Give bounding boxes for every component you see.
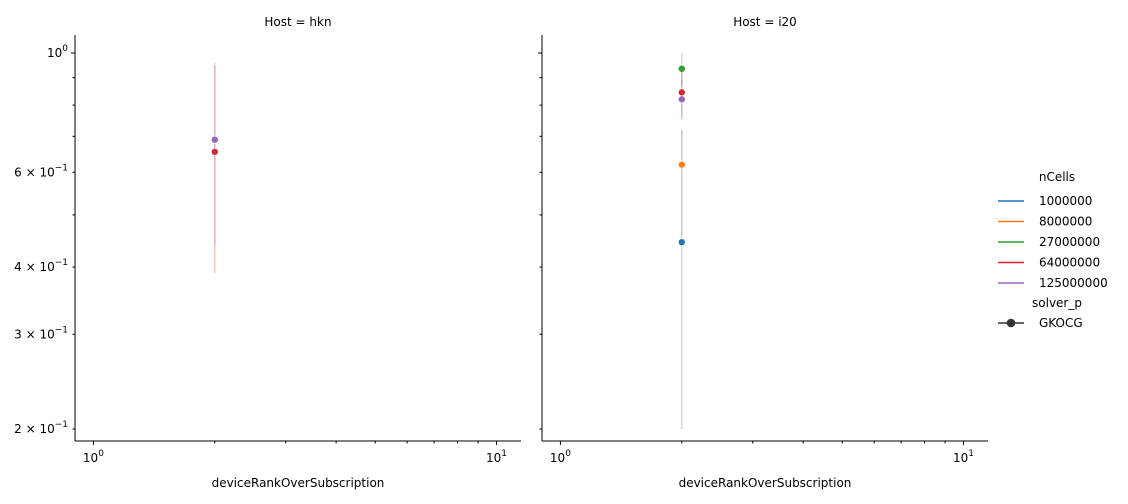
panel-hkn: Host = hkn deviceRankOverSubscription 10… [14, 15, 521, 490]
legend-label-1000000: 1000000 [1039, 194, 1092, 208]
point-hkn-125000000 [210, 135, 219, 144]
x-tick-label: 100 [550, 449, 571, 465]
point-i20-125000000 [677, 95, 686, 104]
series-group-i20 [677, 52, 686, 430]
x-axis-label-i20: deviceRankOverSubscription [679, 476, 852, 490]
x-axis-label-hkn: deviceRankOverSubscription [212, 476, 385, 490]
point-i20-8000000 [677, 160, 686, 169]
legend-label-125000000: 125000000 [1039, 276, 1108, 290]
panel-title-hkn: Host = hkn [264, 15, 331, 29]
y-tick-label: 4 × 10−1 [14, 258, 68, 274]
y-tick-label: 100 [47, 44, 68, 60]
point-i20-1000000 [677, 238, 686, 247]
legend-title-solver: solver_p [1032, 296, 1082, 310]
tick-group-i20: 100 101 [538, 52, 974, 465]
legend-label-27000000: 27000000 [1039, 235, 1100, 249]
y-tick-label: 6 × 10−1 [14, 163, 68, 179]
y-tick-label: 3 × 10−1 [14, 325, 68, 341]
tick-group-hkn: 100 101 100 6 × 10−1 4 × 10−1 3 × 10−1 2 × 10−… [14, 44, 507, 465]
panel-title-i20: Host = i20 [733, 15, 797, 29]
x-tick-label: 101 [953, 449, 974, 465]
x-tick-label: 101 [486, 449, 507, 465]
panel-i20: Host = i20 deviceRankOverSubscription 10… [538, 15, 988, 490]
legend-marker-gkocg [1006, 318, 1016, 328]
legend-label-8000000: 8000000 [1039, 215, 1092, 229]
point-hkn-64000000 [210, 147, 219, 156]
legend: nCells 1000000 8000000 27000000 64000000 1250… [998, 170, 1108, 330]
legend-label-gkocg: GKOCG [1039, 316, 1083, 330]
legend-label-64000000: 64000000 [1039, 256, 1100, 270]
y-tick-label: 2 × 10−1 [14, 420, 68, 436]
series-group-hkn [210, 62, 219, 273]
point-i20-27000000 [677, 64, 686, 73]
x-tick-label: 100 [83, 449, 104, 465]
legend-title-ncells: nCells [1039, 170, 1075, 184]
